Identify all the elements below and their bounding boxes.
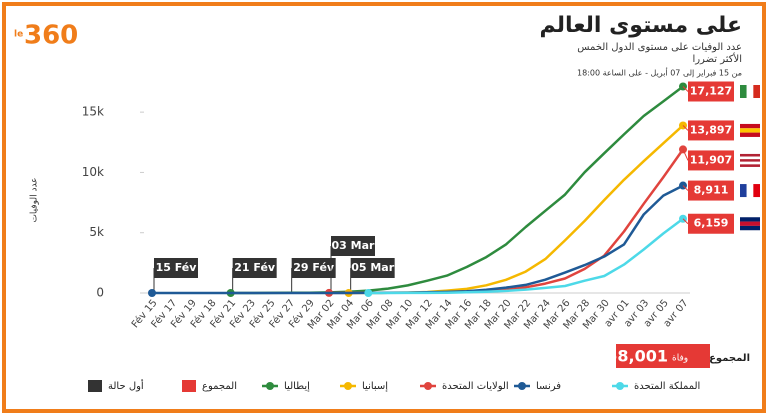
flag bbox=[740, 84, 747, 98]
value-label: 8,911 bbox=[694, 184, 729, 197]
legend-label: أول حالة bbox=[108, 379, 144, 392]
chart-title: على مستوى العالم bbox=[539, 13, 742, 38]
flag bbox=[740, 159, 760, 162]
value-label-box bbox=[688, 180, 734, 201]
flag bbox=[746, 84, 754, 98]
flag bbox=[740, 217, 760, 222]
y-tick-label: 15k bbox=[82, 105, 104, 119]
y-tick-label: 10k bbox=[82, 165, 104, 179]
legend-label: فرنسا bbox=[536, 381, 561, 392]
flag bbox=[740, 156, 760, 160]
legend-swatch bbox=[344, 382, 352, 390]
annotation: 29 Fév bbox=[293, 261, 335, 274]
series-line bbox=[368, 217, 684, 295]
total-value: 58,001 bbox=[606, 347, 668, 366]
annotation-box bbox=[350, 258, 395, 278]
start-point bbox=[148, 288, 156, 297]
legend-label: إيطاليا bbox=[284, 381, 310, 392]
value-label: 11,907 bbox=[690, 153, 732, 166]
value-label: 17,127 bbox=[690, 84, 732, 97]
total-unit: وفاة bbox=[672, 354, 688, 364]
subtitle: عدد الوفيات على مستوى الدول الخمس bbox=[577, 42, 742, 53]
flag bbox=[740, 225, 760, 231]
flag bbox=[753, 84, 760, 98]
label-connector bbox=[682, 218, 689, 225]
value-label-box bbox=[688, 81, 734, 102]
legend-label: المجموع bbox=[202, 381, 237, 392]
legend-swatch bbox=[182, 380, 196, 392]
logo: 360 bbox=[24, 21, 78, 51]
note: من 15 فبراير إلى 07 أبريل - على الساعة 1… bbox=[577, 68, 742, 79]
annotation-box bbox=[232, 258, 277, 278]
legend-swatch bbox=[518, 382, 526, 390]
legend-label: الولايات المتحدة bbox=[442, 381, 509, 392]
flag bbox=[740, 132, 760, 137]
annotation-box bbox=[291, 258, 336, 278]
legend-label: المملكة المتحدة bbox=[634, 381, 700, 392]
start-point bbox=[364, 288, 373, 297]
annotation-box bbox=[331, 236, 375, 256]
label-connector bbox=[682, 185, 689, 191]
flag bbox=[740, 184, 747, 198]
y-axis-label: عدد الوفيات bbox=[30, 177, 40, 222]
value-label: 6,159 bbox=[694, 217, 729, 230]
logo-prefix: le bbox=[14, 30, 23, 40]
legend-swatch bbox=[616, 382, 624, 390]
subtitle: الأكثر تضررا bbox=[692, 52, 742, 65]
value-label: 13,897 bbox=[690, 123, 732, 136]
flag bbox=[740, 153, 760, 157]
flag bbox=[740, 128, 760, 133]
label-connector bbox=[682, 149, 689, 161]
flag bbox=[740, 161, 760, 165]
value-label-box bbox=[688, 213, 734, 234]
label-connector bbox=[682, 125, 689, 131]
flag bbox=[740, 221, 760, 226]
legend-swatch bbox=[266, 382, 274, 390]
flag bbox=[740, 123, 760, 129]
legend-label: إسبانيا bbox=[362, 381, 388, 392]
legend-swatch bbox=[88, 380, 102, 392]
flag bbox=[746, 184, 754, 198]
total-label: المجموع bbox=[709, 353, 750, 364]
annotation: 21 Fév bbox=[234, 261, 276, 274]
flag bbox=[740, 164, 760, 167]
annotation: 05 Mar bbox=[351, 261, 395, 274]
value-label-box bbox=[688, 120, 734, 141]
flag bbox=[753, 184, 760, 198]
y-tick-label: 0 bbox=[96, 286, 104, 300]
legend-swatch bbox=[424, 382, 432, 390]
annotation: 03 Mar bbox=[332, 239, 376, 252]
annotation: 15 Fév bbox=[156, 261, 198, 274]
y-tick-label: 5k bbox=[89, 225, 104, 239]
annotation-box bbox=[154, 258, 198, 278]
total-box bbox=[616, 344, 710, 368]
label-connector bbox=[682, 86, 689, 92]
value-label-box bbox=[688, 150, 734, 171]
